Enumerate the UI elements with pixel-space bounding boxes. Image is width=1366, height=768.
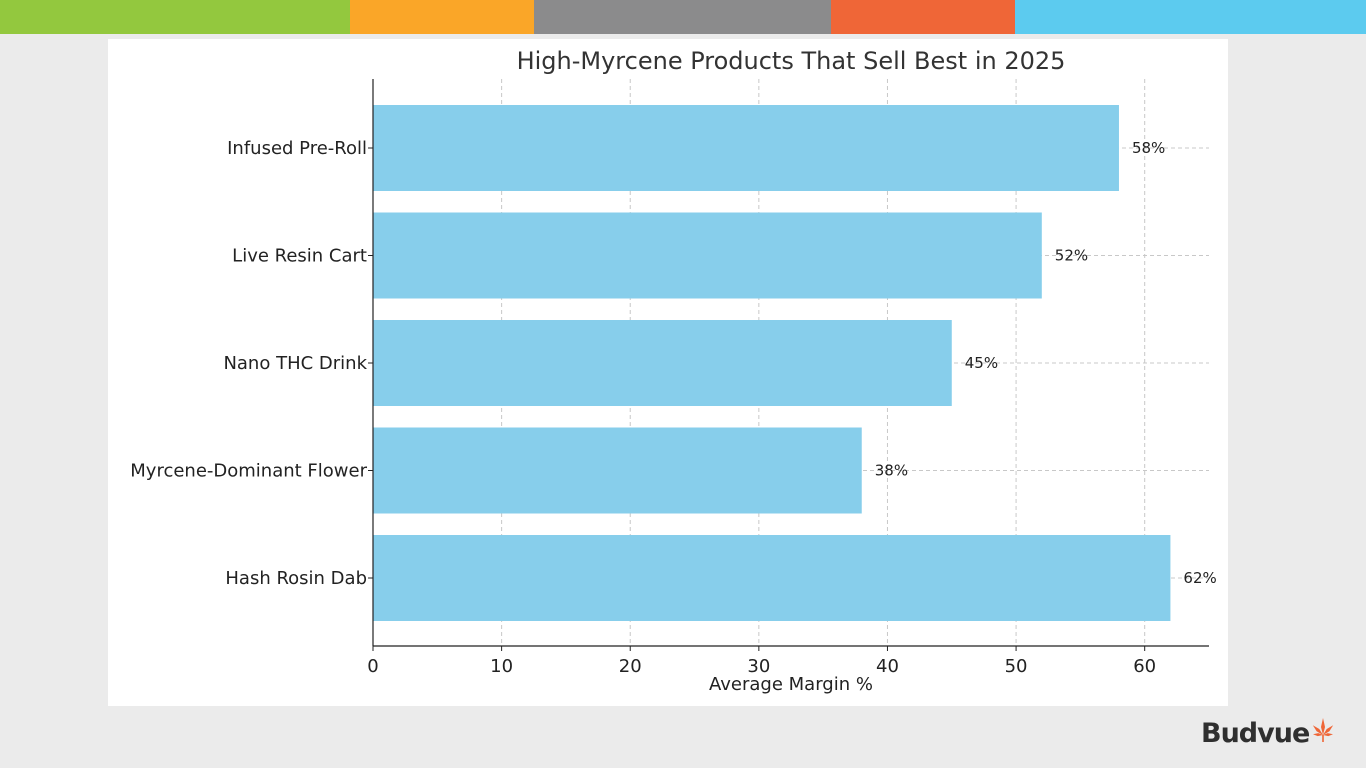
bar [373,535,1171,621]
labels: 0 10 20 30 40 50 60 58% Infused Pre-Roll 52% Live … [130,138,1216,677]
bar-value-label: 62% [1183,569,1216,587]
color-stripe-banner [0,0,1366,34]
logo-text: Budvue [1201,717,1310,749]
x-tick-label: 20 [619,656,642,677]
x-tick-label: 50 [1005,656,1028,677]
stripe-segment-2 [350,0,534,34]
bar-value-label: 45% [965,354,998,372]
x-tick-label: 40 [876,656,899,677]
bar-chart: 0 10 20 30 40 50 60 58% Infused Pre-Roll 52% Live … [130,47,1216,695]
stripe-segment-5 [1015,0,1366,34]
category-label: Nano THC Drink [223,353,367,374]
category-label: Hash Rosin Dab [225,568,367,589]
bar-value-label: 38% [875,462,908,480]
category-label: Infused Pre-Roll [227,138,367,159]
bar-value-label: 58% [1132,139,1165,157]
category-label: Live Resin Cart [232,246,367,267]
stripe-segment-1 [0,0,350,34]
chart-card: 0 10 20 30 40 50 60 58% Infused Pre-Roll 52% Live … [108,39,1228,706]
bar [373,320,952,406]
x-tick-label: 10 [490,656,513,677]
bar [373,212,1042,299]
x-tick-label: 0 [367,656,378,677]
stripe-segment-4 [831,0,1015,34]
bars [373,105,1171,621]
bar [373,105,1119,191]
bar [373,427,862,514]
category-label: Myrcene-Dominant Flower [130,461,367,482]
cannabis-leaf-icon [1313,718,1334,742]
x-axis-label: Average Margin % [709,674,873,695]
x-tick-label: 60 [1133,656,1156,677]
x-tick-label: 30 [747,656,770,677]
stripe-segment-3 [534,0,831,34]
budvue-logo: Budvue [1201,713,1351,753]
bar-value-label: 52% [1055,247,1088,265]
chart-title: High-Myrcene Products That Sell Best in … [517,47,1066,75]
axes [368,79,1209,651]
